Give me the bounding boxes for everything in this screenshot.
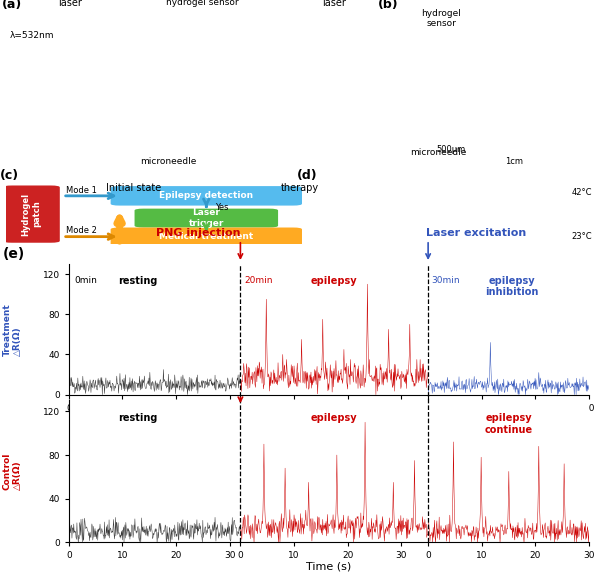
Text: 23°C: 23°C [572,232,592,241]
Text: epilepsy: epilepsy [311,413,358,423]
Text: (d): (d) [297,169,318,182]
Text: microneedle: microneedle [410,148,466,157]
Text: microneedle: microneedle [140,157,196,166]
Text: Laser excitation: Laser excitation [426,228,526,238]
Text: (e): (e) [3,247,25,261]
Text: Epilepsy detection: Epilepsy detection [159,191,254,200]
Text: resting: resting [118,413,157,423]
Text: Position: Position [465,227,498,236]
Text: Control
△R(Ω): Control △R(Ω) [3,453,22,490]
Text: λ=532nm: λ=532nm [10,32,54,40]
Text: 20min: 20min [244,276,273,285]
Text: Medical treatment: Medical treatment [159,232,254,241]
Text: therapy: therapy [281,183,319,193]
FancyBboxPatch shape [135,208,278,227]
Text: Treatment
△R(Ω): Treatment △R(Ω) [3,303,22,356]
Text: epilepsy
continue: epilepsy continue [484,413,533,435]
Text: laser: laser [322,0,346,8]
Text: Yes: Yes [215,203,229,212]
FancyBboxPatch shape [3,185,60,243]
Text: 2cm: 2cm [400,230,419,239]
Text: Mode 2: Mode 2 [66,226,97,235]
Text: Mode 1: Mode 1 [66,187,97,196]
FancyBboxPatch shape [111,227,302,246]
Text: Hydrogel
patch: Hydrogel patch [22,192,41,236]
Text: 1cm: 1cm [505,157,523,166]
Text: (a): (a) [2,0,23,11]
Text: hydrogel
sensor: hydrogel sensor [421,9,461,28]
Text: 500μm: 500μm [437,145,466,153]
Text: 42: 42 [344,200,355,209]
Text: Temp. (°C): Temp. (°C) [344,192,389,201]
Text: epilepsy
inhibition: epilepsy inhibition [485,276,538,297]
Text: epilepsy: epilepsy [311,276,358,286]
Text: 34: 34 [344,220,355,228]
Text: 38: 38 [344,211,355,219]
Text: 42°C: 42°C [572,188,592,197]
Text: PNG injection: PNG injection [156,228,241,238]
Text: Laser
trigger: Laser trigger [188,208,224,228]
Text: 0min: 0min [74,276,97,285]
Text: (c): (c) [0,169,19,182]
Text: hydrogel sensor: hydrogel sensor [166,0,238,7]
Text: Initial state: Initial state [106,183,161,193]
FancyBboxPatch shape [111,186,302,205]
Text: (b): (b) [379,0,399,11]
Text: 30min: 30min [431,276,460,285]
Text: Time (s): Time (s) [306,561,352,571]
Text: resting: resting [118,276,157,286]
Text: laser: laser [58,0,82,8]
